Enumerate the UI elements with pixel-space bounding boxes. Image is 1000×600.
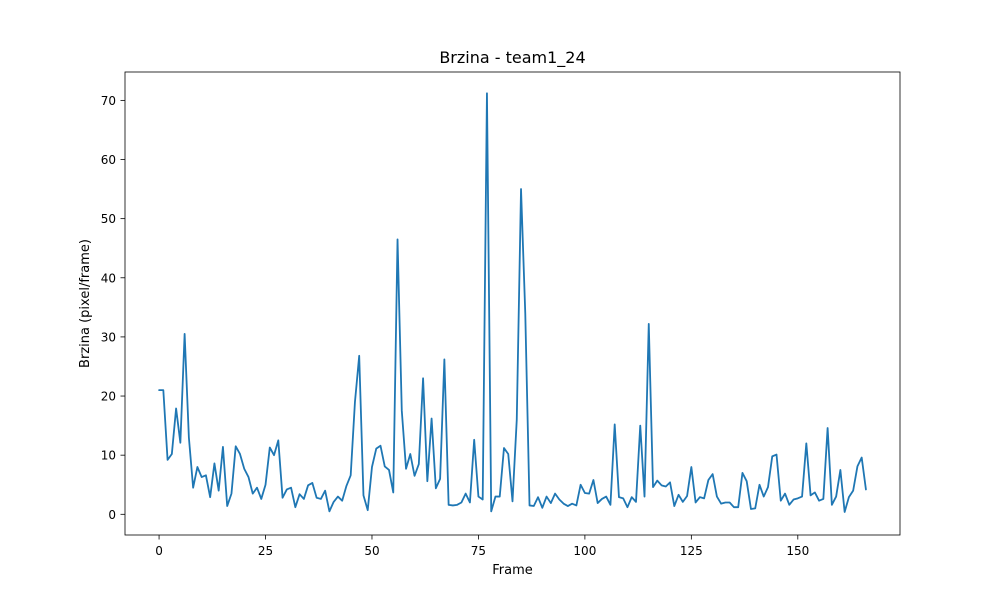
y-axis-label: Brzina (pixel/frame) (78, 239, 93, 368)
x-axis-label: Frame (492, 563, 533, 578)
series-line (158, 92, 867, 513)
x-tick-label: 100 (573, 544, 596, 558)
x-tick-label: 75 (471, 544, 486, 558)
y-tick-label: 40 (101, 271, 116, 285)
y-tick-label: 50 (101, 212, 116, 226)
x-tick-label: 50 (364, 544, 379, 558)
x-tick-label: 25 (258, 544, 273, 558)
y-tick-label: 20 (101, 390, 116, 404)
y-tick-label: 30 (101, 330, 116, 344)
x-axis: 0 25 50 75 100 125 150 (155, 535, 809, 558)
x-tick-label: 0 (155, 544, 163, 558)
y-tick-label: 70 (101, 94, 116, 108)
y-tick-label: 60 (101, 153, 116, 167)
y-tick-label: 10 (101, 449, 116, 463)
x-tick-label: 125 (680, 544, 703, 558)
series-layer (158, 92, 867, 513)
y-axis: 0 10 20 30 40 50 60 70 (101, 94, 125, 522)
chart-title: Brzina - team1_24 (439, 48, 585, 68)
plot-area-frame (124, 71, 901, 536)
x-tick-label: 150 (786, 544, 809, 558)
y-tick-label: 0 (108, 508, 116, 522)
